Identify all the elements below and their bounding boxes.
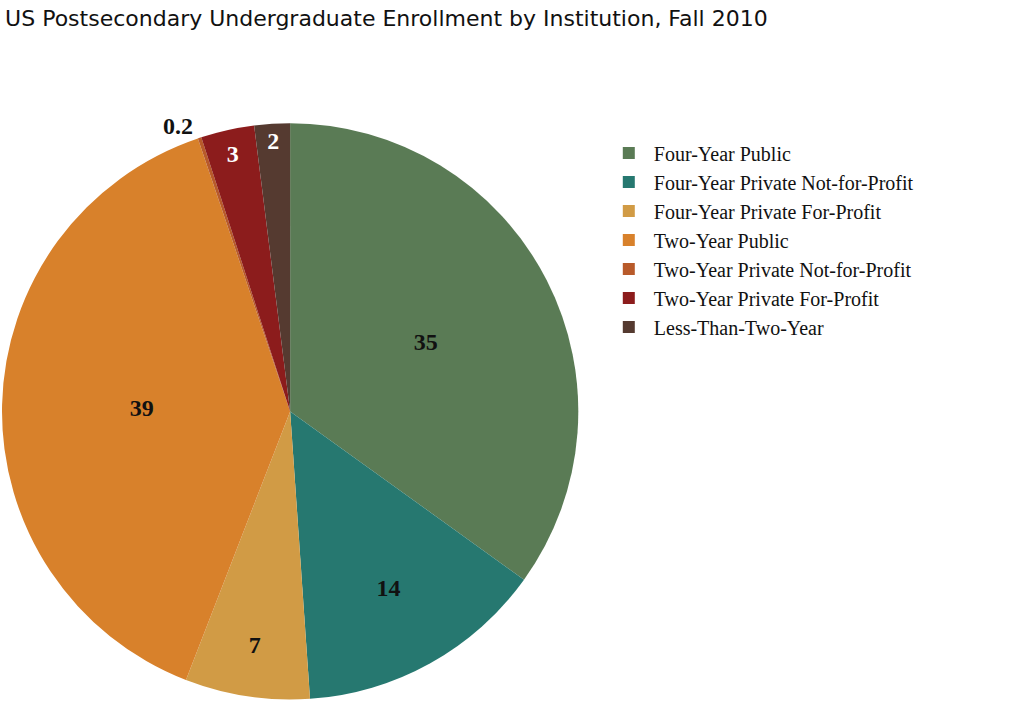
svg-text:7: 7 (249, 632, 261, 658)
svg-text:39: 39 (130, 395, 154, 421)
svg-text:Two-Year Private Not-for-Profi: Two-Year Private Not-for-Profit (654, 259, 912, 281)
svg-text:35: 35 (414, 329, 438, 355)
svg-text:Four-Year Private For-Profit: Four-Year Private For-Profit (654, 201, 882, 223)
svg-text:Four-Year Public: Four-Year Public (654, 143, 791, 165)
svg-text:2: 2 (267, 128, 279, 154)
svg-text:3: 3 (227, 141, 239, 167)
svg-text:Less-Than-Two-Year: Less-Than-Two-Year (654, 317, 824, 339)
svg-text:0.2: 0.2 (163, 113, 193, 139)
svg-text:Four-Year Private Not-for-Prof: Four-Year Private Not-for-Profit (654, 172, 914, 194)
svg-text:14: 14 (376, 575, 400, 601)
svg-text:US Postsecondary Undergraduate: US Postsecondary Undergraduate Enrollmen… (5, 6, 768, 31)
svg-text:Two-Year Private For-Profit: Two-Year Private For-Profit (654, 288, 879, 310)
svg-text:Two-Year Public: Two-Year Public (654, 230, 789, 252)
